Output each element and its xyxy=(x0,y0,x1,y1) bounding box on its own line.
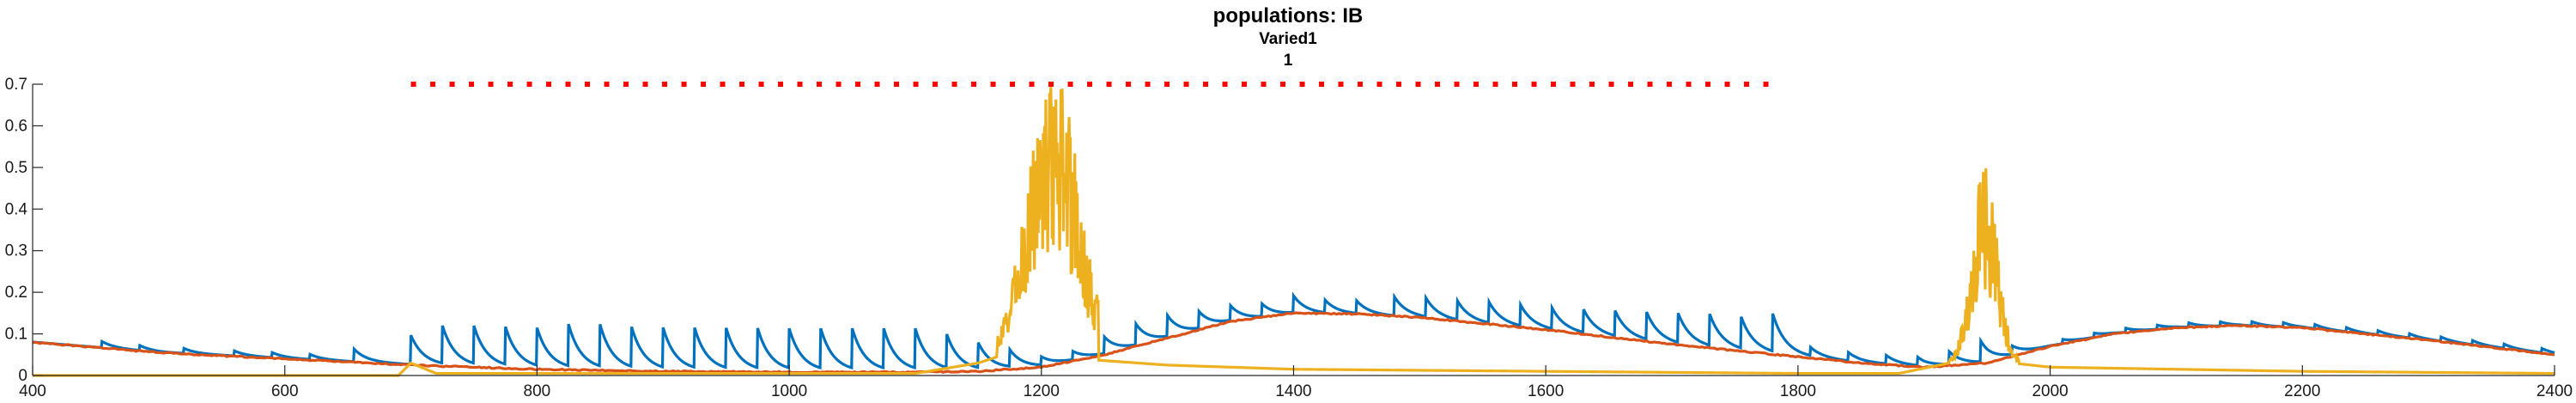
y-tick-label: 0.5 xyxy=(5,159,27,177)
x-tick-label: 2400 xyxy=(2537,382,2573,400)
chart-subtitle-1: Varied1 xyxy=(1259,30,1317,48)
series-line-orange xyxy=(32,311,2555,375)
y-tick-label: 0.7 xyxy=(5,76,27,94)
chart-subtitle-2: 1 xyxy=(1284,52,1293,70)
y-tick-label: 0.4 xyxy=(5,200,28,218)
x-tick-label: 1400 xyxy=(1275,382,1311,400)
y-tick-label: 0.3 xyxy=(5,242,27,260)
x-tick-label: 1600 xyxy=(1528,382,1564,400)
x-tick-label: 1800 xyxy=(1780,382,1816,400)
x-tick-label: 2200 xyxy=(2284,382,2320,400)
y-tick-label: 0.2 xyxy=(5,284,27,302)
x-tick-label: 800 xyxy=(524,382,551,400)
x-tick-label: 2000 xyxy=(2032,382,2068,400)
chart-title: populations: IB xyxy=(1213,4,1364,27)
series-line-yellow xyxy=(33,87,2555,377)
x-tick-label: 1000 xyxy=(771,382,807,400)
series-line-blue xyxy=(32,291,2555,370)
x-tick-label: 1200 xyxy=(1024,382,1060,400)
y-tick-label: 0.6 xyxy=(5,117,27,135)
y-tick-label: 0 xyxy=(18,367,27,385)
x-tick-label: 600 xyxy=(271,382,299,400)
y-tick-label: 0.1 xyxy=(5,326,27,344)
x-tick-label: 400 xyxy=(19,382,46,400)
